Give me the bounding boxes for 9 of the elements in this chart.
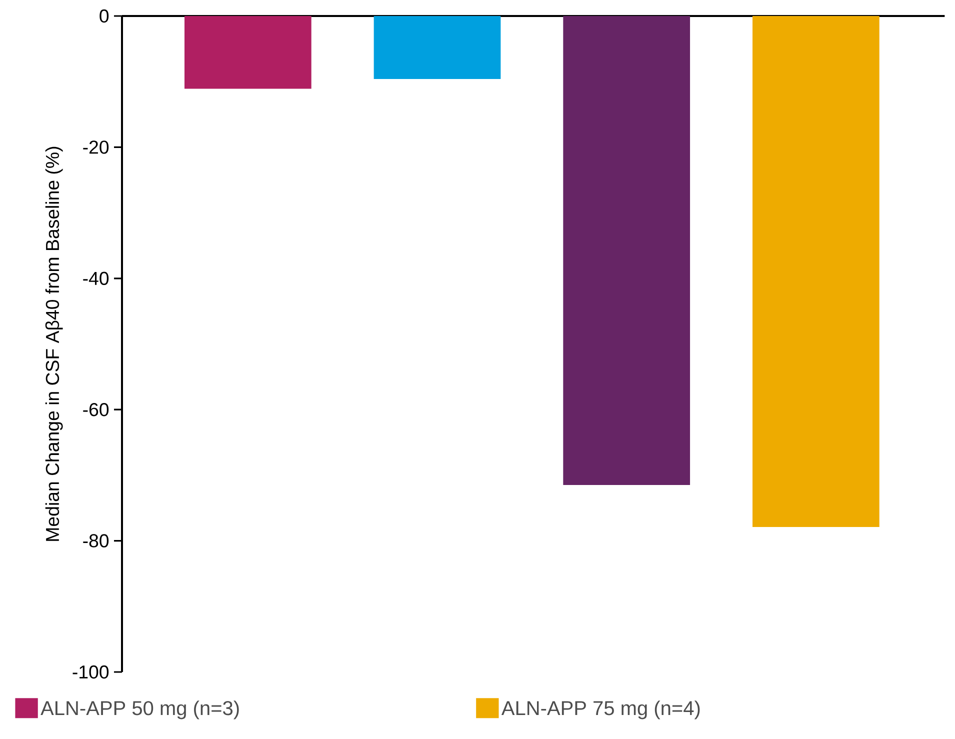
y-tick-label: -100 (72, 665, 109, 679)
legend-label: ALN-APP 50 mg (n=3) (40, 700, 239, 720)
y-tick-label: 0 (100, 9, 109, 23)
y-tick-label: -80 (83, 534, 109, 548)
legend-label: ALN-APP 75 mg (n=4) (501, 700, 700, 720)
y-tick-label: -60 (83, 402, 109, 416)
y-tick-label: -20 (83, 140, 109, 154)
y-axis-title: Median Change in CSF Aβ40 from Baseline (%) (45, 146, 63, 541)
y-tick-label: -40 (83, 272, 109, 286)
